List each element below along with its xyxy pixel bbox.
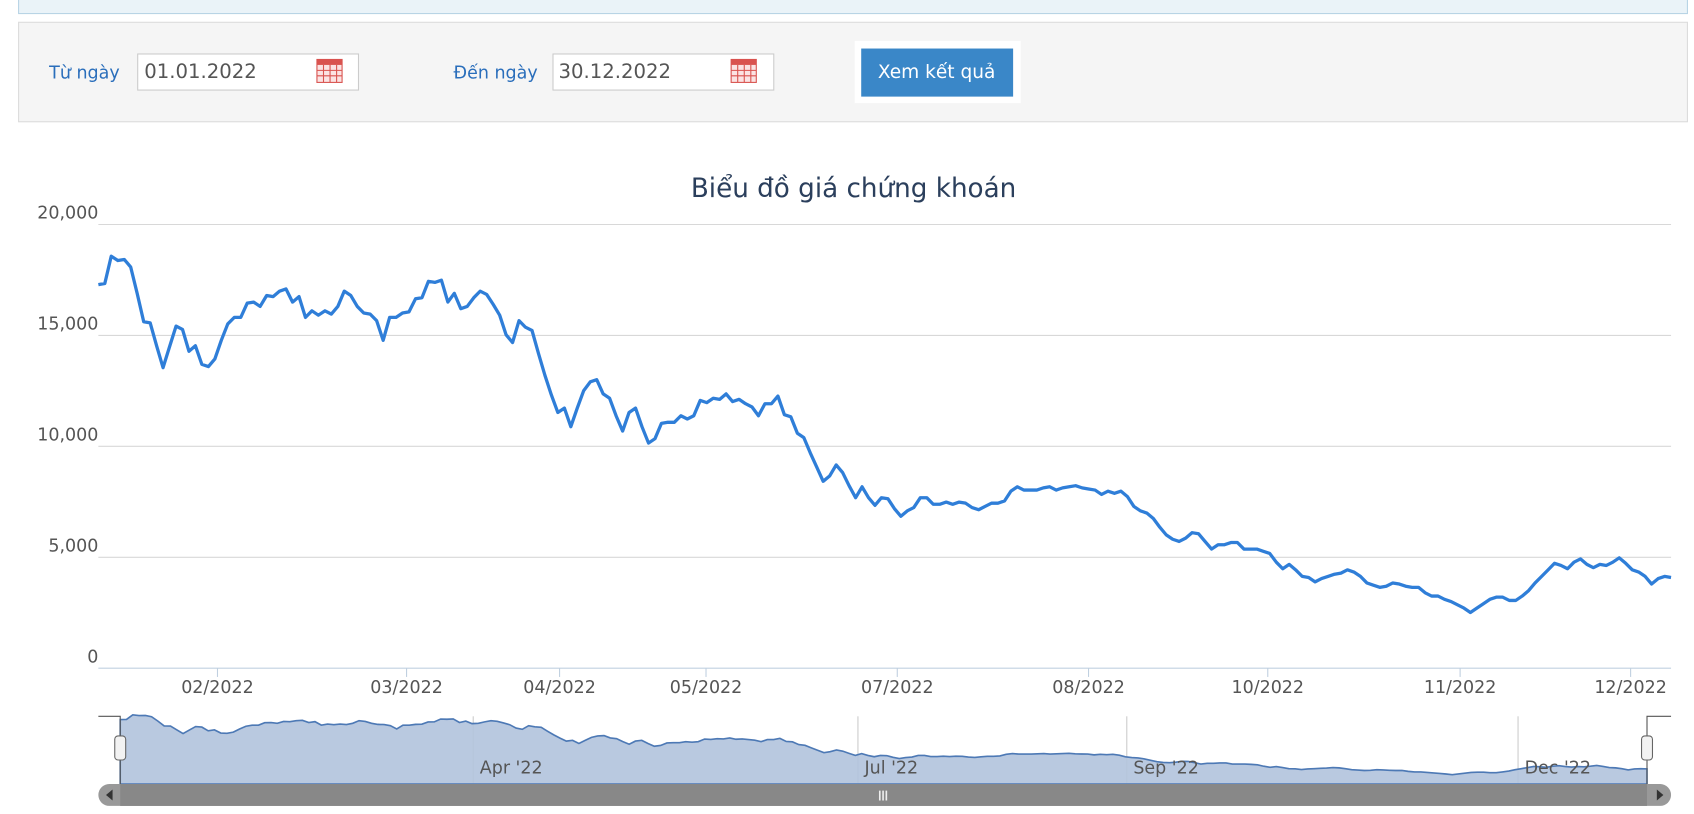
top-banner xyxy=(18,0,1688,15)
scroll-right[interactable] xyxy=(1656,789,1664,801)
chart-title: Biểu đồ giá chứng khoán xyxy=(691,173,1016,204)
y-tick-label: 0 xyxy=(87,647,98,667)
navigator-label: Apr '22 xyxy=(480,759,543,779)
x-tick-label: 05/2022 xyxy=(670,678,743,698)
y-tick-label: 10,000 xyxy=(37,425,98,445)
x-tick-label: 02/2022 xyxy=(181,678,254,698)
to-value[interactable]: 30.12.2022 xyxy=(558,60,671,83)
calendar-icon[interactable] xyxy=(730,58,757,83)
navigator-label: Sep '22 xyxy=(1133,759,1199,779)
navigator-handle[interactable] xyxy=(114,735,127,761)
price-line xyxy=(98,254,1672,615)
navigator-area xyxy=(119,714,1648,785)
from-label: Từ ngày xyxy=(48,64,120,84)
x-tick-label: 12/2022 xyxy=(1594,678,1667,698)
navigator-label: Dec '22 xyxy=(1525,759,1591,779)
y-tick-label: 5,000 xyxy=(48,536,98,556)
from-value[interactable]: 01.01.2022 xyxy=(144,60,257,83)
navigator-label: Jul '22 xyxy=(863,759,918,779)
x-tick-label: 11/2022 xyxy=(1424,678,1497,698)
x-tick-label: 04/2022 xyxy=(523,678,596,698)
submit-label[interactable]: Xem kết quả xyxy=(878,61,996,83)
navigator-handle[interactable] xyxy=(1640,735,1654,761)
submit-button[interactable] xyxy=(861,48,1014,97)
x-tick-label: 03/2022 xyxy=(370,678,443,698)
y-tick-label: 15,000 xyxy=(37,314,98,334)
navigator-outline xyxy=(98,715,1672,785)
calendar-icon[interactable] xyxy=(316,58,343,83)
x-tick-label: 08/2022 xyxy=(1052,678,1125,698)
y-tick-label: 20,000 xyxy=(37,204,98,224)
x-tick-label: 10/2022 xyxy=(1231,678,1304,698)
x-tick-label: 07/2022 xyxy=(861,678,934,698)
to-label: Đến ngày xyxy=(454,63,538,84)
scroll-grip xyxy=(878,790,888,801)
scroll-left[interactable] xyxy=(106,789,113,801)
